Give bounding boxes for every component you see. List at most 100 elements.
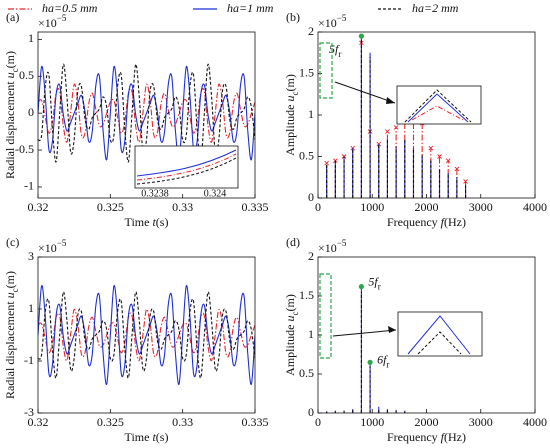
text-part: u <box>283 316 297 322</box>
text-part: r <box>378 282 381 292</box>
stem-marker <box>445 158 451 163</box>
text-part: Radial displacement <box>3 78 17 179</box>
y-axis-label: Radial displacement uc(m) <box>3 271 20 399</box>
annotation: 5fr <box>329 42 341 59</box>
text-part: Frequency <box>387 215 441 229</box>
legend-label: ha=2 mm <box>412 1 459 15</box>
text-part: (m) <box>283 294 297 311</box>
stem-marker <box>463 179 468 184</box>
series-line <box>38 83 255 143</box>
y-tick-label: 0 <box>308 405 314 419</box>
inset-b <box>319 42 482 125</box>
plot-area <box>324 36 468 198</box>
text-part: (m) <box>3 51 17 68</box>
annotation: 5fr <box>368 274 380 291</box>
x-tick-label: 0.335 <box>242 415 269 429</box>
panel: (d) ×10−5 Frequency f(Hz) Amplitude uc(m) 0 1… <box>283 235 547 444</box>
y-axis-label: Radial displacement uc(m) <box>3 51 20 179</box>
inset-tick-label: 0.324 <box>204 188 227 199</box>
text-part: r <box>338 49 341 59</box>
series-line <box>38 285 255 385</box>
x-tick-label: 4000 <box>523 200 547 214</box>
stem-marker <box>324 160 329 166</box>
x-axis-label: Frequency f(Hz) <box>387 430 466 444</box>
text-part: c <box>10 68 20 72</box>
x-tick-label: 0.32 <box>28 415 49 429</box>
annotation: 6fr <box>377 352 389 369</box>
x-tick-label: 0.325 <box>97 200 124 214</box>
y-tick-label: 1.5 <box>299 288 314 302</box>
axis-exponent: ×10−5 <box>318 238 347 255</box>
text-part: t <box>152 215 156 229</box>
plot-frame <box>317 256 536 414</box>
text-part: Frequency <box>387 430 441 444</box>
text-part: (s) <box>156 215 169 229</box>
y-tick-label: 2 <box>308 24 314 38</box>
plot-area <box>38 285 255 385</box>
peak-marker <box>358 33 364 39</box>
text-part: c <box>10 288 20 292</box>
x-axis-label: Frequency f(Hz) <box>387 215 466 229</box>
y-tick-label: 1 <box>308 107 314 121</box>
x-tick-label: 0 <box>315 200 321 214</box>
y-tick-label: 0 <box>308 190 314 204</box>
panel-label: (a) <box>6 10 19 24</box>
y-tick-label: -1 <box>24 179 34 193</box>
x-tick-label: 4000 <box>523 415 547 429</box>
y-tick-label: 0.5 <box>299 366 314 380</box>
x-tick-label: 3000 <box>469 200 493 214</box>
text-part: ×10 <box>318 16 337 30</box>
text-part: Radial displacement <box>3 298 17 399</box>
series-line <box>38 308 255 362</box>
y-tick-label: 0.5 <box>299 148 314 162</box>
legend-label: ha=0.5 mm <box>42 1 98 15</box>
series-line <box>38 65 255 161</box>
text-part: Amplitude <box>283 102 297 156</box>
panel-label: (d) <box>286 235 300 249</box>
text-part: t <box>152 430 156 444</box>
text-part: 5f <box>368 274 379 288</box>
stem-marker <box>454 166 460 172</box>
text-part: ×10 <box>38 241 57 255</box>
text-part: Time <box>125 430 153 444</box>
y-tick-label: -3 <box>24 405 34 419</box>
panel-label: (c) <box>6 235 19 249</box>
x-tick-label: 1000 <box>360 200 384 214</box>
text-part: u <box>283 96 297 102</box>
x-tick-label: 0 <box>315 415 321 429</box>
x-tick-label: 0.325 <box>97 415 124 429</box>
text-part: 6f <box>377 352 388 366</box>
text-part: 5f <box>329 42 340 56</box>
stem-marker <box>428 145 434 151</box>
panel-label: (b) <box>286 10 300 24</box>
plot-frame <box>317 31 536 199</box>
inset-tick-label: 0.3238 <box>141 188 169 199</box>
peak-marker <box>358 284 364 290</box>
y-axis-label: Amplitude uc(m) <box>283 74 300 156</box>
text-part: c <box>290 312 300 316</box>
x-tick-label: 0.32 <box>28 200 49 214</box>
x-tick-label: 0.335 <box>242 200 269 214</box>
y-tick-label: 1 <box>28 301 34 315</box>
inset-a <box>134 145 239 189</box>
legend-label: ha=1 mm <box>227 1 274 15</box>
y-tick-label: 3 <box>28 249 34 263</box>
text-part: (m) <box>283 74 297 91</box>
x-tick-label: 0.33 <box>172 200 193 214</box>
x-tick-label: 1000 <box>360 415 384 429</box>
text-part: (s) <box>156 430 169 444</box>
text-part: ×10 <box>38 16 57 30</box>
stem-marker <box>393 125 399 130</box>
text-part: ×10 <box>318 241 337 255</box>
text-part: (Hz) <box>444 215 466 229</box>
y-tick-label: 1.5 <box>299 65 314 79</box>
series-line <box>38 291 255 379</box>
text-part: −5 <box>337 13 347 23</box>
text-part: r <box>386 359 389 369</box>
y-axis-label: Amplitude uc(m) <box>283 294 300 376</box>
text-part: u <box>3 292 17 298</box>
text-part: (Hz) <box>444 430 466 444</box>
